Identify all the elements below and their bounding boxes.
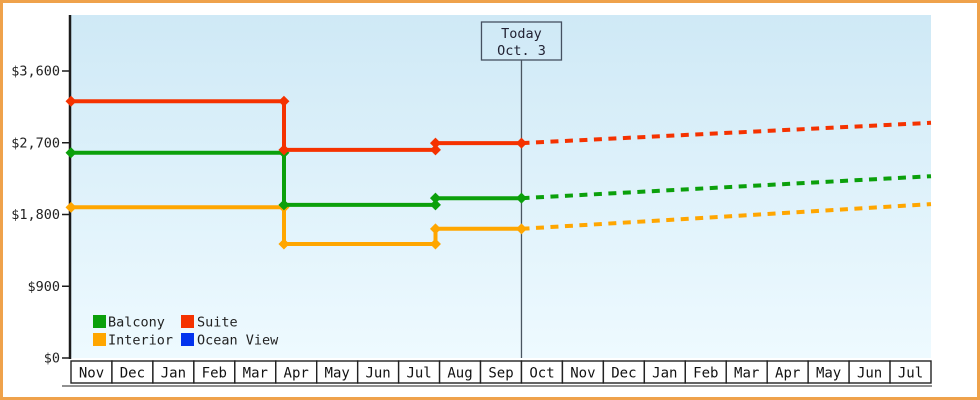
x-axis-month-label: Jul [406, 366, 431, 382]
x-axis-month-label: Nov [79, 366, 104, 382]
legend-label-balcony: Balcony [108, 315, 165, 331]
y-axis-label: $2,700 [11, 135, 60, 151]
x-axis-month-label: Dec [120, 366, 145, 382]
series-marker-interior [278, 238, 290, 250]
legend-swatch-interior [93, 333, 106, 346]
series-marker-suite [278, 144, 290, 156]
series-marker-balcony [278, 199, 290, 211]
y-axis-label: $900 [27, 279, 60, 295]
plot-area [71, 15, 931, 358]
y-axis-label: $1,800 [11, 207, 60, 223]
series-marker-balcony [515, 192, 527, 204]
today-box [480, 21, 563, 61]
y-axis-label: $0 [44, 351, 60, 367]
series-forecast-balcony [521, 174, 932, 201]
x-axis-month-label: Jun [857, 366, 882, 382]
x-axis-month-label: Sep [488, 366, 513, 382]
x-axis-month-label: Oct [529, 366, 554, 382]
series-marker-interior [65, 201, 77, 213]
series-marker-balcony [429, 199, 441, 211]
series-line-suite [71, 99, 522, 152]
x-axis-month-label: Aug [447, 366, 472, 382]
today-marker: Today Oct. 3 [480, 21, 563, 358]
series-marker-suite [429, 137, 441, 149]
legend-swatch-ocean-view [181, 333, 194, 346]
series-line-balcony [71, 150, 522, 207]
series-marker-suite [429, 144, 441, 156]
x-axis-month-label: May [325, 366, 350, 382]
x-axis-month-label: Apr [775, 366, 800, 382]
x-axis-month-label: Dec [611, 366, 636, 382]
series-marker-interior [429, 238, 441, 250]
legend-label-interior: Interior [108, 333, 173, 349]
legend-swatch-suite [181, 315, 194, 328]
series-marker-balcony [429, 192, 441, 204]
series-line-interior [71, 205, 522, 246]
series-marker-interior [429, 223, 441, 235]
x-axis-month-label: Jun [365, 366, 390, 382]
x-axis-month-label: Apr [284, 366, 309, 382]
series-forecast-interior [521, 202, 932, 231]
legend-label-suite: Suite [197, 315, 238, 331]
y-axis-label: $3,600 [11, 64, 60, 80]
today-label-line2: Oct. 3 [497, 43, 546, 59]
x-axis-month-label: May [816, 366, 841, 382]
legend-label-ocean-view: Ocean View [197, 333, 279, 349]
series-marker-balcony [65, 147, 77, 159]
x-axis-month-label: Jul [898, 366, 923, 382]
legend-swatch-balcony [93, 315, 106, 328]
x-axis-month-label: Mar [734, 366, 759, 382]
series-forecast-suite [521, 120, 932, 146]
x-axis-month-label: Nov [570, 366, 595, 382]
series-marker-suite [65, 95, 77, 107]
x-axis-month-cell [889, 360, 932, 384]
series-marker-suite [515, 137, 527, 149]
x-axis-month-label: Feb [202, 366, 227, 382]
today-label-line1: Today [501, 26, 542, 42]
series-marker-suite [278, 95, 290, 107]
x-axis-month-label: Jan [161, 366, 186, 382]
x-axis-month-label: Feb [693, 366, 718, 382]
series-marker-interior [515, 223, 527, 235]
x-axis-month-label: Jan [652, 366, 677, 382]
x-axis-month-label: Mar [243, 366, 268, 382]
